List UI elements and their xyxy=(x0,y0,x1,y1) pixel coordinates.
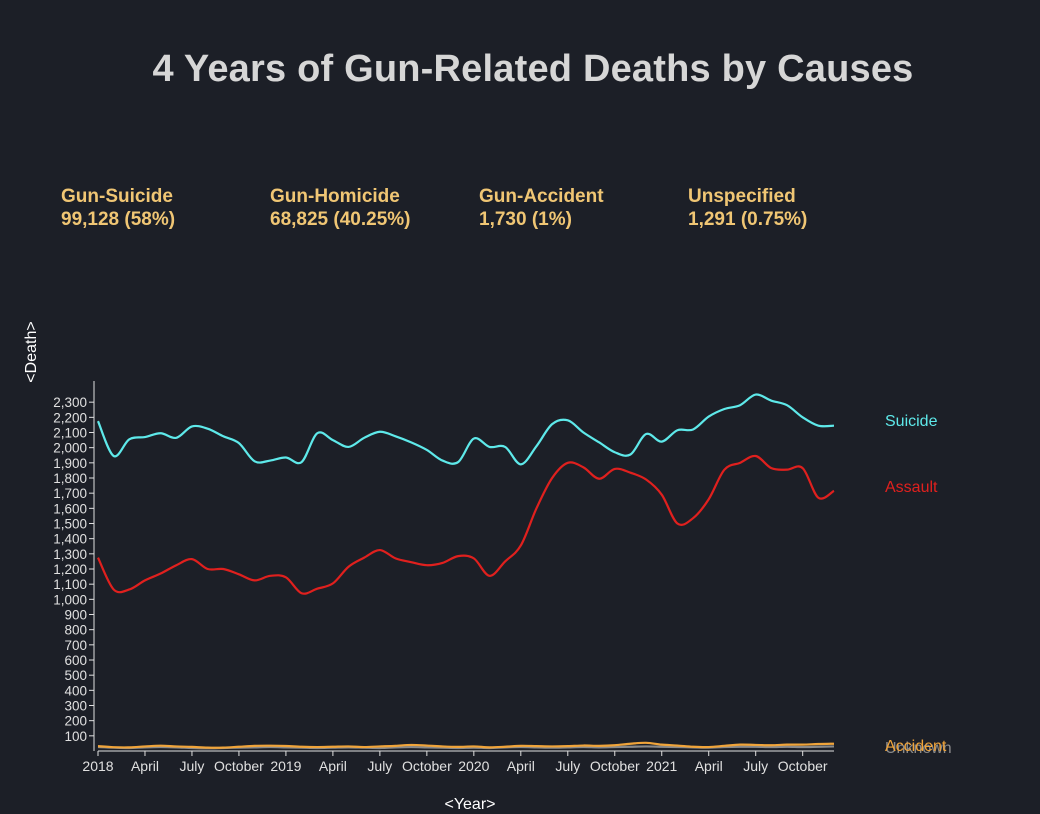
x-tick-label: 2020 xyxy=(458,758,489,774)
y-tick-label: 2,100 xyxy=(53,426,87,441)
y-tick-label: 1,800 xyxy=(53,471,87,486)
x-tick-label: April xyxy=(319,758,347,774)
y-tick-label: 1,100 xyxy=(53,577,87,592)
x-tick-label: July xyxy=(743,758,768,774)
x-tick-label: April xyxy=(131,758,159,774)
x-tick-label: July xyxy=(180,758,205,774)
stat-unspecified-label: Unspecified xyxy=(688,186,796,207)
y-tick-label: 1,700 xyxy=(53,486,87,501)
stat-accident: Gun-Accident 1,730 (1%) xyxy=(479,185,604,231)
y-tick-label: 500 xyxy=(64,668,87,683)
stat-homicide-value: 68,825 (40.25%) xyxy=(270,209,411,230)
stat-unspecified-value: 1,291 (0.75%) xyxy=(688,209,808,230)
series-line-assault xyxy=(97,454,835,595)
y-tick-label: 1,200 xyxy=(53,562,87,577)
y-tick-label: 2,000 xyxy=(53,441,87,456)
series-label-assault: Assault xyxy=(885,479,938,496)
x-tick-label: 2019 xyxy=(270,758,301,774)
y-tick-label: 1,400 xyxy=(53,532,87,547)
series-line-suicide xyxy=(96,393,835,466)
stat-accident-value: 1,730 (1%) xyxy=(479,209,572,230)
stat-suicide: Gun-Suicide 99,128 (58%) xyxy=(61,185,175,231)
x-tick-label: April xyxy=(695,758,723,774)
y-tick-label: 100 xyxy=(64,729,87,744)
x-tick-label: October xyxy=(214,758,264,774)
x-tick-label: October xyxy=(402,758,452,774)
chart-title: 4 Years of Gun-Related Deaths by Causes xyxy=(152,48,914,90)
y-axis-label: <Death> xyxy=(23,321,40,382)
y-tick-label: 1,500 xyxy=(53,517,87,532)
series-lines xyxy=(96,393,835,750)
series-label-unknown: Unknown xyxy=(885,740,952,757)
stat-accident-label: Gun-Accident xyxy=(479,186,604,207)
stat-suicide-label: Gun-Suicide xyxy=(61,186,173,207)
y-tick-label: 700 xyxy=(64,638,87,653)
x-tick-label: 2021 xyxy=(646,758,677,774)
stat-homicide-label: Gun-Homicide xyxy=(270,186,400,207)
y-tick-label: 1,900 xyxy=(53,456,87,471)
x-tick-label: July xyxy=(555,758,580,774)
stat-suicide-value: 99,128 (58%) xyxy=(61,209,176,230)
y-tick-label: 200 xyxy=(64,714,87,729)
x-tick-label: October xyxy=(778,758,828,774)
y-tick-label: 300 xyxy=(64,699,87,714)
y-tick-label: 1,000 xyxy=(53,592,87,607)
series-line-accident xyxy=(97,741,835,749)
y-tick-label: 600 xyxy=(64,653,87,668)
x-tick-label: April xyxy=(507,758,535,774)
x-axis: 2018 April July October 2019 April July October… xyxy=(82,750,834,774)
series-label-suicide: Suicide xyxy=(885,413,938,430)
x-tick-label: October xyxy=(590,758,640,774)
x-tick-label: July xyxy=(367,758,392,774)
stat-unspecified: Unspecified 1,291 (0.75%) xyxy=(688,185,807,231)
x-tick-label: 2018 xyxy=(82,758,113,774)
y-tick-label: 2,300 xyxy=(53,395,87,410)
series-label-accident: Accident xyxy=(885,738,947,755)
y-tick-label: 2,200 xyxy=(53,410,87,425)
y-axis: 1002003004005006007008009001,0001,1001,2… xyxy=(53,381,95,751)
stat-homicide: Gun-Homicide 68,825 (40.25%) xyxy=(270,185,411,231)
y-tick-label: 1,300 xyxy=(53,547,87,562)
y-tick-label: 900 xyxy=(64,608,87,623)
y-tick-label: 800 xyxy=(64,623,87,638)
y-tick-label: 1,600 xyxy=(53,501,87,516)
x-axis-label: <Year> xyxy=(444,796,495,813)
y-tick-label: 400 xyxy=(64,683,87,698)
